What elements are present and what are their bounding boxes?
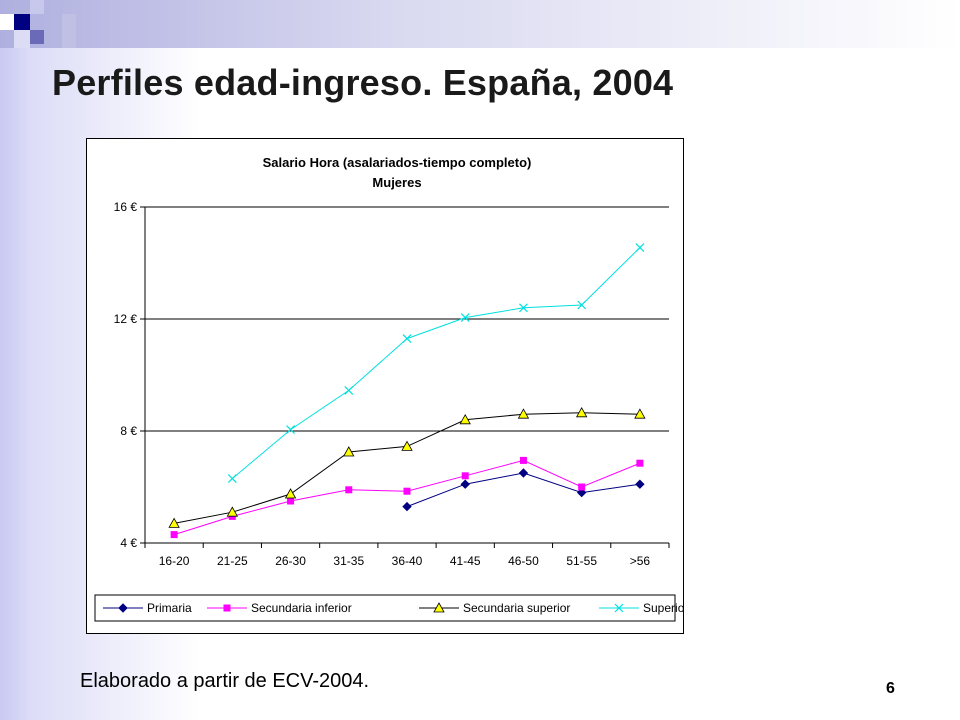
x-tick-label: 16-20 xyxy=(159,554,190,568)
deco-square-mid xyxy=(30,30,44,44)
chart-panel: Salario Hora (asalariados-tiempo complet… xyxy=(86,138,684,634)
data-point-2-3 xyxy=(343,446,355,457)
slide-title: Perfiles edad-ingreso. España, 2004 xyxy=(52,62,674,103)
data-point-1-3 xyxy=(345,486,353,494)
legend-marker-0 xyxy=(118,603,128,613)
data-point-3-3 xyxy=(344,385,354,395)
data-point-1-2 xyxy=(287,497,295,505)
legend-label-3: Superior xyxy=(643,601,683,615)
x-tick-label: 31-35 xyxy=(333,554,364,568)
x-tick-label: 46-50 xyxy=(508,554,539,568)
deco-square-bar xyxy=(62,14,76,48)
series-line-0 xyxy=(406,472,640,508)
legend-box xyxy=(94,594,676,622)
y-tick-label: 16 € xyxy=(114,200,138,214)
data-point-3-1 xyxy=(227,474,237,484)
data-point-3-7 xyxy=(577,300,587,310)
data-point-1-8 xyxy=(636,459,644,467)
data-point-2-8 xyxy=(634,408,646,419)
y-tick-label: 4 € xyxy=(120,536,137,550)
source-caption: Elaborado a partir de ECV-2004. xyxy=(80,670,370,692)
x-tick-label: >56 xyxy=(630,554,651,568)
data-point-0-6 xyxy=(518,468,529,478)
data-point-2-0 xyxy=(168,517,180,528)
x-tick-label: 21-25 xyxy=(217,554,248,568)
y-tick-label: 12 € xyxy=(114,312,138,326)
data-point-2-7 xyxy=(575,406,588,418)
data-point-0-8 xyxy=(635,479,645,489)
data-point-1-5 xyxy=(461,472,469,480)
data-point-3-5 xyxy=(460,313,470,323)
chart-title: Salario Hora (asalariados-tiempo complet… xyxy=(263,155,532,170)
series-line-3 xyxy=(232,247,641,479)
x-tick-label: 41-45 xyxy=(450,554,481,568)
top-decoration-band xyxy=(0,0,960,48)
data-point-1-4 xyxy=(403,487,411,495)
x-tick-label: 51-55 xyxy=(566,554,597,568)
data-point-1-0 xyxy=(170,531,178,539)
data-point-2-2 xyxy=(284,488,297,499)
legend-marker-2 xyxy=(433,602,445,613)
data-point-0-7 xyxy=(576,487,587,498)
x-tick-label: 26-30 xyxy=(275,554,306,568)
deco-square-accent xyxy=(0,14,14,30)
y-tick-label: 8 € xyxy=(120,424,137,438)
data-point-3-6 xyxy=(519,303,528,313)
data-point-2-5 xyxy=(459,413,471,425)
data-point-2-1 xyxy=(226,506,239,517)
legend-label-1: Secundaria inferior xyxy=(251,601,352,615)
deco-square-light xyxy=(30,0,44,14)
data-point-0-5 xyxy=(460,479,470,489)
legend-marker-3 xyxy=(614,603,624,613)
data-point-3-2 xyxy=(286,425,295,435)
data-point-0-4 xyxy=(402,501,412,512)
data-point-1-7 xyxy=(578,483,586,491)
data-point-1-6 xyxy=(519,456,527,464)
deco-square-pale xyxy=(14,30,30,48)
legend-marker-1 xyxy=(223,604,231,612)
series-line-1 xyxy=(173,459,641,536)
legend-label-2: Secundaria superior xyxy=(463,601,570,615)
x-tick-label: 36-40 xyxy=(392,554,423,568)
data-point-2-6 xyxy=(517,408,530,419)
line-chart: Salario Hora (asalariados-tiempo complet… xyxy=(94,155,683,622)
data-point-3-8 xyxy=(635,243,645,253)
deco-square-dark xyxy=(14,14,30,30)
legend-label-0: Primaria xyxy=(147,601,192,615)
data-point-3-4 xyxy=(402,334,412,344)
data-point-2-4 xyxy=(401,440,413,451)
chart-subtitle: Mujeres xyxy=(372,175,421,190)
page-number: 6 xyxy=(886,680,895,697)
